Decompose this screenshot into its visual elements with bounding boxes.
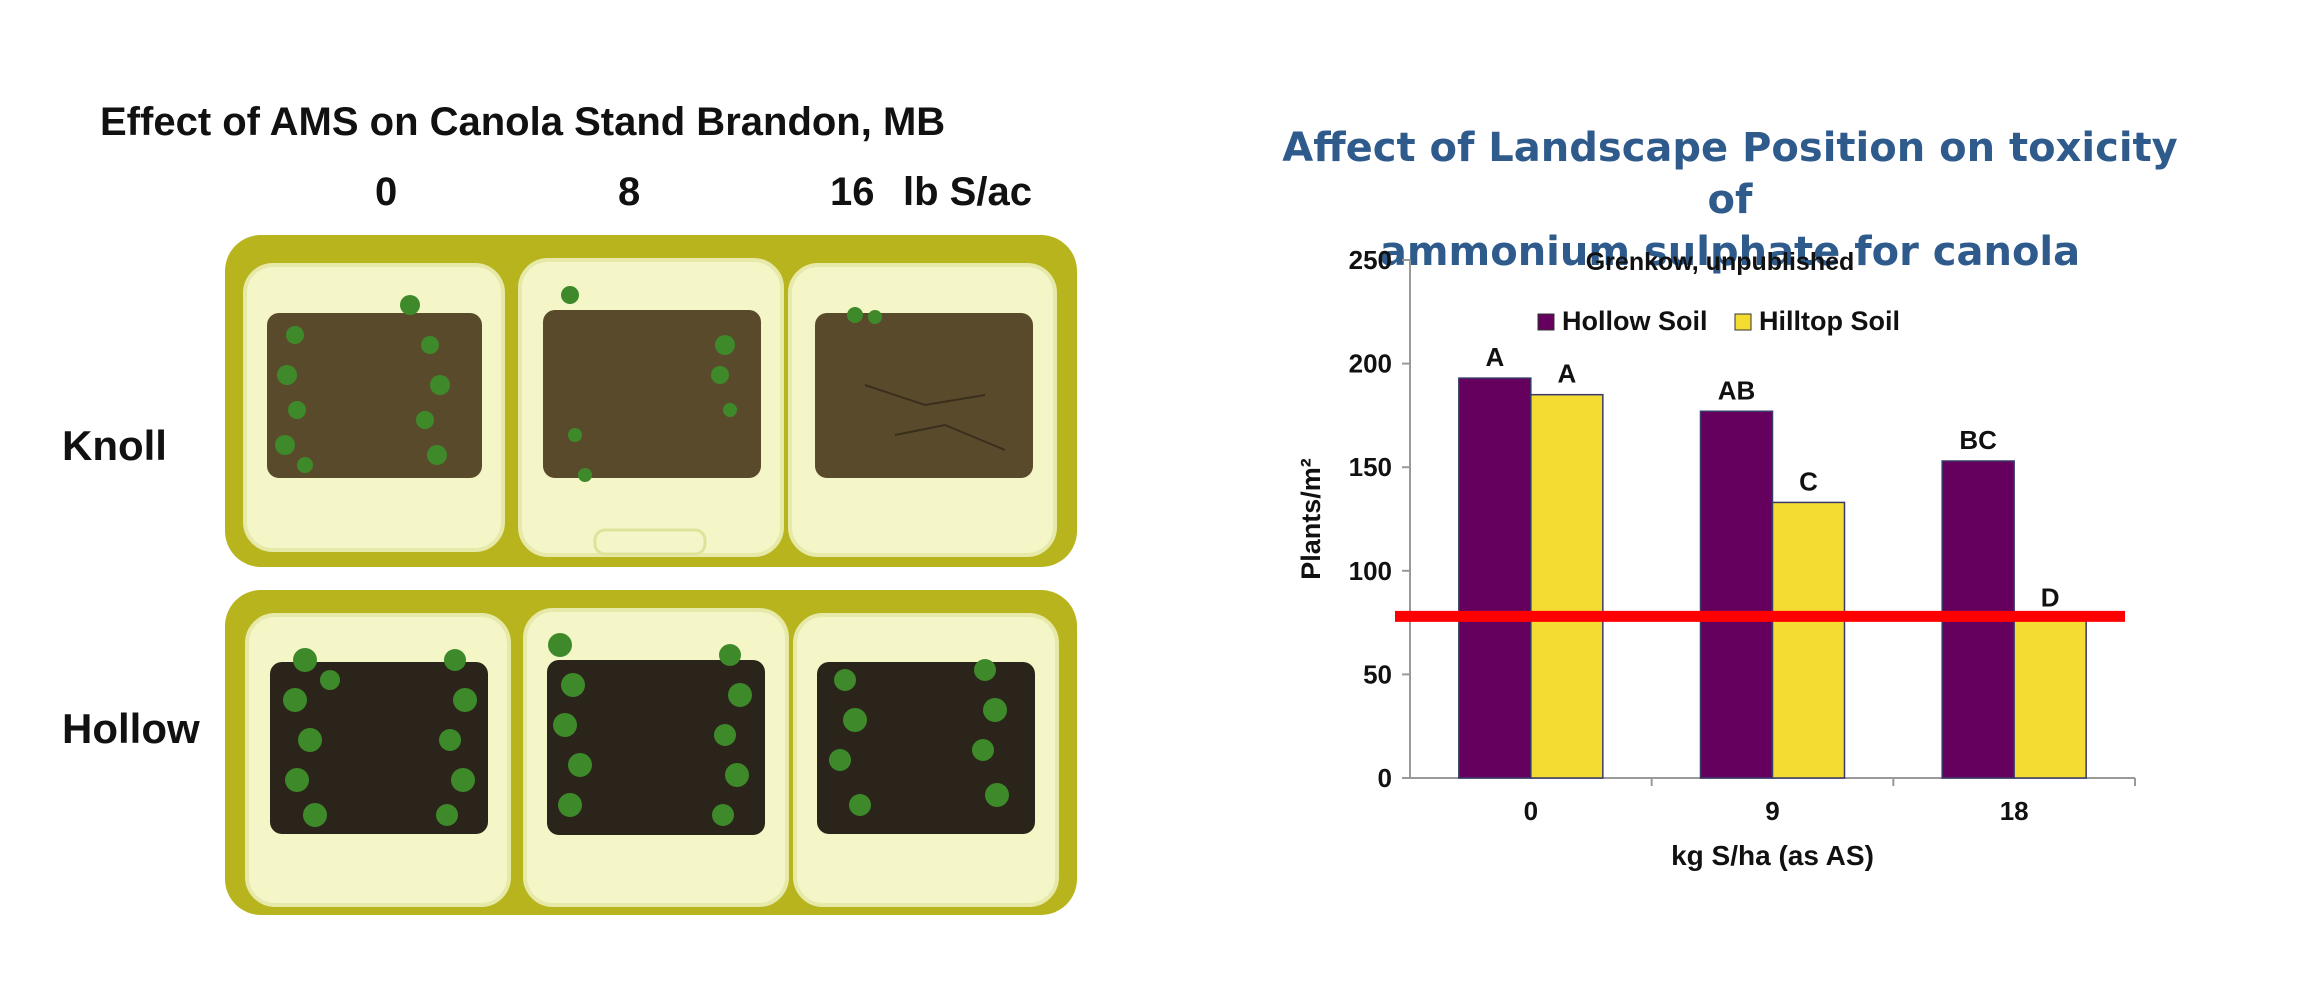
y-tick-label: 100 [1349, 556, 1392, 586]
bar-significance-label: A [1557, 359, 1576, 389]
legend-swatch [1537, 313, 1555, 331]
chart-title-line-1: Affect of Landscape Position on toxicity… [1282, 125, 2178, 223]
bar-hollow-soil [1699, 410, 1774, 779]
y-tick-label: 0 [1378, 763, 1392, 793]
knoll-pot-0 [243, 263, 505, 552]
chart-subtitle: Grenkow, unpublished [1586, 248, 1855, 276]
bar-hilltop-soil [2013, 617, 2087, 779]
chart-title-line-2: ammonium sulphate for canola [1379, 229, 2081, 275]
y-tick-label: 50 [1363, 659, 1392, 689]
bar-significance-label: C [1799, 466, 1818, 496]
bar-hilltop-soil [1771, 501, 1846, 779]
y-tick-label: 200 [1349, 349, 1392, 379]
bar-significance-label: AB [1718, 375, 1756, 405]
y-tick-label: 150 [1349, 452, 1392, 482]
hollow-pots-photo [225, 590, 1077, 915]
rate-label-16: 16 [830, 170, 875, 214]
rate-unit-label: lb S/ac [903, 170, 1032, 214]
photo-panel-title: Effect of AMS on Canola Stand Brandon, M… [100, 100, 946, 144]
y-axis-label: Plants/m² [1296, 458, 1326, 580]
x-axis-label: kg S/ha (as AS) [1671, 840, 1874, 871]
x-tick-label: 9 [1765, 796, 1779, 826]
rate-label-8: 8 [618, 170, 641, 214]
knoll-pot-8 [518, 258, 784, 557]
x-tick-label: 18 [2000, 796, 2029, 826]
legend-label: Hollow Soil [1562, 306, 1708, 336]
row-label-hollow: Hollow [62, 705, 200, 752]
y-tick-label: 250 [1349, 245, 1392, 275]
x-tick-label: 0 [1524, 796, 1538, 826]
rate-label-0: 0 [375, 170, 398, 214]
chart-title: Affect of Landscape Position on toxicity… [1280, 122, 2180, 278]
bar-hilltop-soil [1530, 393, 1604, 779]
bar-significance-label: A [1485, 342, 1504, 372]
bar-significance-label: BC [1959, 425, 1997, 455]
legend-label: Hilltop Soil [1759, 306, 1900, 336]
knoll-pots-photo [225, 235, 1077, 567]
bar-significance-label: D [2041, 582, 2060, 612]
knoll-pot-16 [788, 263, 1057, 557]
row-label-knoll: Knoll [62, 422, 167, 469]
plants-bar-chart: 0 50 100 150 200 250 A A 0 AB C 9 BC D 18 Grenkow, unpu… [1296, 245, 2136, 871]
bar-hollow-soil [1458, 377, 1532, 779]
legend-swatch [1734, 313, 1752, 331]
